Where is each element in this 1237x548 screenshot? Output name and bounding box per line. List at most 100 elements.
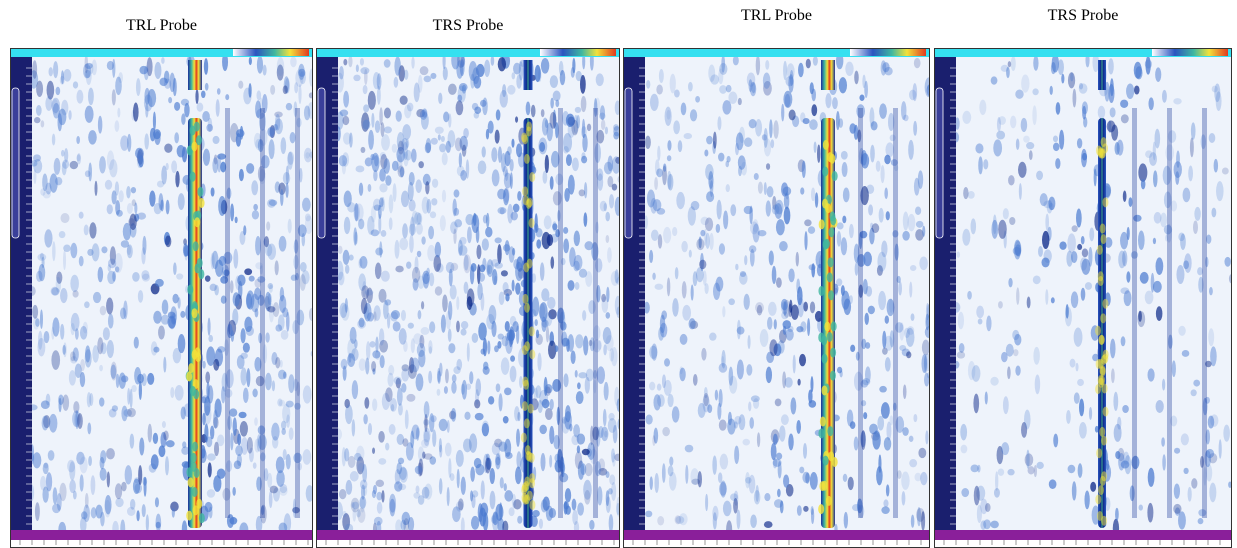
band-blob [827, 426, 834, 437]
scan-texture [1006, 66, 1010, 79]
scan-texture [514, 406, 520, 422]
scan-texture [566, 339, 570, 353]
scan-texture [383, 59, 391, 68]
scan-texture [730, 204, 737, 217]
scan-texture [349, 326, 357, 344]
scan-texture [455, 449, 464, 467]
scan-texture [561, 468, 565, 478]
scan-texture [889, 330, 895, 348]
scan-texture [35, 318, 40, 327]
scan-texture [410, 430, 415, 449]
scan-texture [1083, 116, 1088, 128]
scan-texture [1170, 200, 1178, 212]
scan-texture [1152, 141, 1156, 161]
band-blob [195, 135, 202, 146]
scan-texture [1072, 88, 1077, 108]
scan-texture [366, 287, 373, 304]
scan-texture [849, 123, 857, 134]
scan-texture [426, 198, 432, 214]
scan-texture [153, 202, 162, 215]
scan-texture [898, 281, 902, 296]
band-blob [1100, 313, 1107, 324]
scan-texture [605, 335, 614, 352]
scan-texture [339, 109, 349, 117]
scan-texture [1116, 139, 1124, 156]
scan-texture [356, 456, 365, 475]
panel-caption: TRL Probe [126, 17, 197, 34]
scan-texture [745, 471, 750, 489]
scan-texture [605, 234, 610, 244]
scan-texture [254, 417, 258, 426]
scan-texture [589, 337, 595, 352]
scan-texture [575, 334, 584, 349]
scan-texture [438, 92, 443, 104]
scan-texture [276, 470, 285, 487]
band-blob [1102, 197, 1109, 208]
scan-texture [1173, 161, 1182, 178]
scan-texture [597, 486, 603, 506]
scan-texture [886, 298, 895, 317]
band-blob [1099, 365, 1106, 376]
scan-texture [394, 469, 401, 485]
scan-texture [1183, 260, 1189, 270]
scan-texture [790, 304, 799, 320]
scan-texture [481, 238, 489, 251]
band-blob [818, 428, 825, 439]
scan-image [934, 48, 1232, 548]
scan-texture [428, 272, 435, 287]
scan-texture [348, 254, 354, 261]
band-blob [198, 197, 205, 208]
scan-texture [438, 438, 442, 453]
scan-texture [407, 364, 417, 379]
scan-texture [970, 464, 979, 473]
scan-texture [1145, 56, 1151, 75]
scan-texture [358, 182, 364, 196]
scan-texture [124, 465, 133, 485]
band-blob [186, 510, 193, 521]
scan-texture [421, 486, 430, 499]
scan-texture [552, 223, 558, 231]
scan-texture [917, 170, 924, 189]
scan-texture [781, 301, 789, 315]
scan-texture [414, 256, 419, 274]
scan-texture [1066, 409, 1071, 424]
scan-texture [444, 442, 452, 457]
scan-texture [733, 490, 739, 506]
scan-texture [610, 346, 618, 367]
scan-texture [540, 499, 548, 513]
scan-texture [51, 133, 56, 146]
scan-texture [92, 345, 99, 363]
band-blob [191, 308, 198, 319]
scan-texture [502, 416, 509, 424]
scan-texture [109, 246, 116, 265]
scan-texture [909, 264, 917, 272]
scan-texture [158, 325, 165, 340]
scan-texture [494, 237, 502, 244]
scan-texture [865, 342, 871, 349]
band-blob [189, 125, 196, 136]
scan-texture [984, 503, 991, 512]
scan-texture [567, 280, 575, 291]
scan-texture [730, 493, 738, 501]
bottom-bar [10, 530, 313, 540]
scan-texture [255, 375, 265, 387]
scan-texture [32, 304, 39, 319]
scan-texture [673, 120, 680, 135]
scan-texture [516, 428, 520, 447]
scan-texture [491, 169, 500, 187]
bottom-scale [623, 540, 930, 548]
scan-texture [167, 311, 176, 319]
scan-texture [449, 410, 456, 420]
band-blob [190, 461, 197, 472]
scan-texture [553, 434, 560, 450]
scan-texture [796, 326, 804, 333]
scan-texture [970, 218, 977, 235]
scan-streak [1167, 108, 1172, 518]
scan-texture [533, 387, 538, 401]
scan-texture [718, 419, 727, 431]
scan-texture [343, 190, 352, 207]
scan-texture [1192, 220, 1198, 234]
scan-texture [180, 98, 190, 106]
scan-texture [35, 105, 42, 116]
scan-texture [880, 165, 885, 184]
